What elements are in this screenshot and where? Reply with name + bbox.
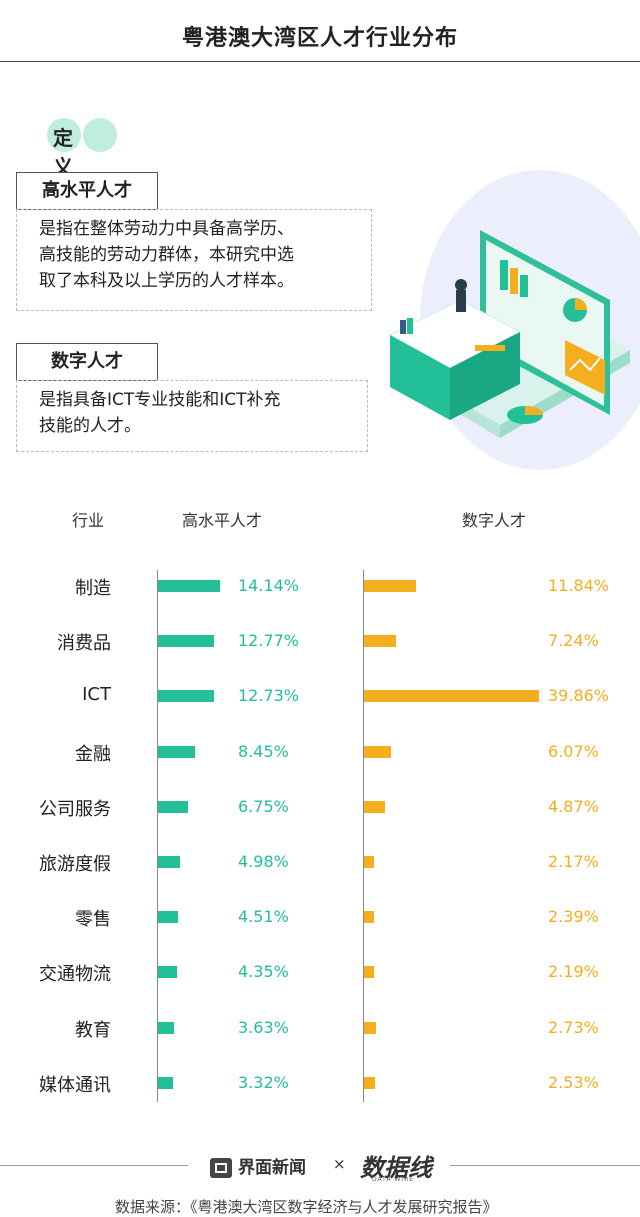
badge-circle-2: [83, 118, 117, 152]
bar-high-level: [158, 856, 180, 868]
bar-high-level: [158, 911, 178, 924]
bar-digital: [364, 856, 374, 868]
value-label-digital: 39.86%: [548, 686, 610, 706]
data-wire-logo-subtitle: DATA WIRE: [372, 1176, 415, 1183]
term-high-level-talent: 高水平人才: [16, 172, 158, 210]
title-divider: [0, 61, 640, 62]
value-label-digital: 2.39%: [548, 907, 599, 927]
bar-digital: [364, 1076, 376, 1089]
value-label-digital: 7.24%: [548, 631, 599, 651]
industry-label: 教育: [75, 1019, 111, 1041]
jiemian-logo-icon: [210, 1158, 232, 1178]
bar-digital: [364, 800, 386, 813]
term-digital-talent-description: 是指具备ICT专业技能和ICT补充 技能的人才。: [16, 380, 368, 452]
bar-high-level: [158, 1076, 173, 1089]
bar-high-level: [158, 690, 214, 703]
definition-badge: 定义: [47, 118, 117, 179]
axis-digital: [363, 570, 364, 1102]
bar-high-level: [158, 635, 214, 648]
industry-label: 旅游度假: [39, 854, 111, 875]
bar-high-level: [158, 1021, 174, 1034]
value-label-high-level: 4.35%: [238, 962, 289, 982]
industry-label: 零售: [75, 909, 111, 931]
value-label-high-level: 12.77%: [238, 631, 300, 651]
industry-label: 媒体通讯: [39, 1074, 111, 1096]
term-digital-talent: 数字人才: [16, 343, 158, 381]
collab-separator: ×: [333, 1155, 346, 1173]
jiemian-logo-text: 界面新闻: [238, 1158, 306, 1178]
bar-digital: [364, 966, 374, 979]
value-label-high-level: 3.32%: [238, 1072, 289, 1092]
bar-digital: [364, 745, 391, 758]
description-line: 是指在整体劳动力中具备高学历、: [39, 219, 294, 239]
data-wire-logo: 数据线: [360, 1153, 432, 1182]
value-label-digital: 2.53%: [548, 1072, 599, 1092]
industry-label: 制造: [75, 578, 111, 599]
value-label-high-level: 14.14%: [238, 576, 300, 595]
bar-digital: [364, 635, 396, 648]
value-label-digital: 2.19%: [548, 962, 599, 982]
bar-digital: [364, 1021, 376, 1034]
jiemian-logo: 界面新闻: [210, 1153, 306, 1178]
industry-label: 金融: [75, 743, 111, 765]
industry-label: ICT: [82, 684, 111, 706]
term-high-level-talent-description: 是指在整体劳动力中具备高学历、 高技能的劳动力群体，本研究中选 取了本科及以上学…: [16, 209, 372, 311]
office-illustration: [388, 170, 640, 470]
bar-digital: [364, 690, 539, 703]
value-label-digital: 4.87%: [548, 796, 599, 816]
category-column-header: 行业: [72, 511, 105, 530]
footer-rule-right: [450, 1165, 640, 1166]
industry-label: 交通物流: [39, 964, 111, 986]
badge-circle-1: [47, 118, 81, 152]
series-header-digital: 数字人才: [462, 511, 527, 530]
value-label-digital: 11.84%: [548, 576, 610, 595]
page-title: 粤港澳大湾区人才行业分布: [181, 26, 458, 51]
footer-rule-left: [0, 1165, 188, 1166]
value-label-digital: 2.73%: [548, 1017, 599, 1037]
value-label-high-level: 3.63%: [238, 1017, 289, 1037]
value-label-digital: 2.17%: [548, 852, 599, 871]
value-label-high-level: 12.73%: [238, 686, 300, 706]
industry-label: 消费品: [57, 633, 111, 655]
value-label-high-level: 4.98%: [238, 852, 289, 871]
description-line: 取了本科及以上学历的人才样本。: [39, 271, 294, 291]
industry-label: 公司服务: [39, 798, 111, 820]
value-label-high-level: 8.45%: [238, 741, 289, 761]
bar-high-level: [158, 800, 188, 813]
description-line: 技能的人才。: [39, 416, 141, 436]
value-label-high-level: 4.51%: [238, 907, 289, 927]
description-line: 是指具备ICT专业技能和ICT补充: [39, 390, 281, 410]
value-label-high-level: 6.75%: [238, 796, 289, 816]
bar-high-level: [158, 580, 220, 592]
bar-high-level: [158, 745, 196, 758]
bar-digital: [364, 911, 375, 924]
description-line: 高技能的劳动力群体，本研究中选: [39, 245, 294, 265]
value-label-digital: 6.07%: [548, 741, 599, 761]
bar-digital: [364, 580, 416, 592]
bar-high-level: [158, 966, 178, 979]
series-header-high-level: 高水平人才: [182, 511, 263, 530]
axis-high-level: [157, 570, 158, 1102]
